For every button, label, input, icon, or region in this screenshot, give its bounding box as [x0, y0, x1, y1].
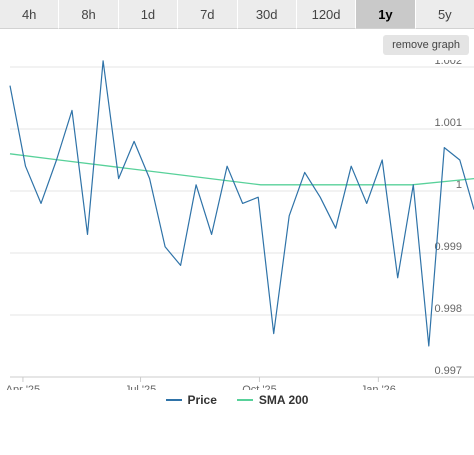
- y-tick-label: 0.997: [434, 365, 462, 377]
- x-tick-label: Apr '25: [6, 384, 41, 390]
- price-line: [9, 60, 474, 347]
- y-tick-label: 0.998: [434, 303, 462, 315]
- sma-200-line: [9, 153, 474, 186]
- remove-graph-button[interactable]: remove graph: [383, 35, 469, 55]
- tab-120d[interactable]: 120d: [296, 0, 357, 29]
- legend-swatch-sma-200: [236, 399, 253, 401]
- legend-label-sma-200: SMA 200: [258, 393, 309, 407]
- tab-4h[interactable]: 4h: [0, 0, 60, 29]
- x-tick-label: Jan '26: [361, 384, 396, 390]
- legend-item-sma-200[interactable]: SMA 200: [236, 393, 309, 407]
- y-tick-label: 1.001: [434, 117, 462, 129]
- tab-30d[interactable]: 30d: [237, 0, 297, 29]
- tab-1y[interactable]: 1y: [356, 0, 416, 29]
- chart-legend: Price SMA 200: [0, 388, 474, 412]
- y-tick-label: 0.999: [434, 241, 462, 253]
- tab-7d[interactable]: 7d: [178, 0, 238, 29]
- tab-5y[interactable]: 5y: [415, 0, 474, 29]
- price-chart: 0.997 0.998 0.999 1 1.001 1.002 Apr '25 Jul '25…: [6, 60, 474, 390]
- timeframe-tabs: 4h 8h 1d 7d 30d 120d 1y 5y: [0, 0, 474, 30]
- legend-label-price: Price: [187, 393, 217, 407]
- legend-swatch-price: [165, 399, 182, 401]
- tab-8h[interactable]: 8h: [59, 0, 119, 29]
- tab-1d[interactable]: 1d: [118, 0, 179, 29]
- x-tick-label: Oct '25: [242, 384, 277, 390]
- y-tick-label: 1.002: [434, 60, 462, 67]
- x-tick-label: Jul '25: [125, 384, 156, 390]
- legend-item-price[interactable]: Price: [165, 393, 217, 407]
- y-tick-label: 1: [456, 179, 462, 191]
